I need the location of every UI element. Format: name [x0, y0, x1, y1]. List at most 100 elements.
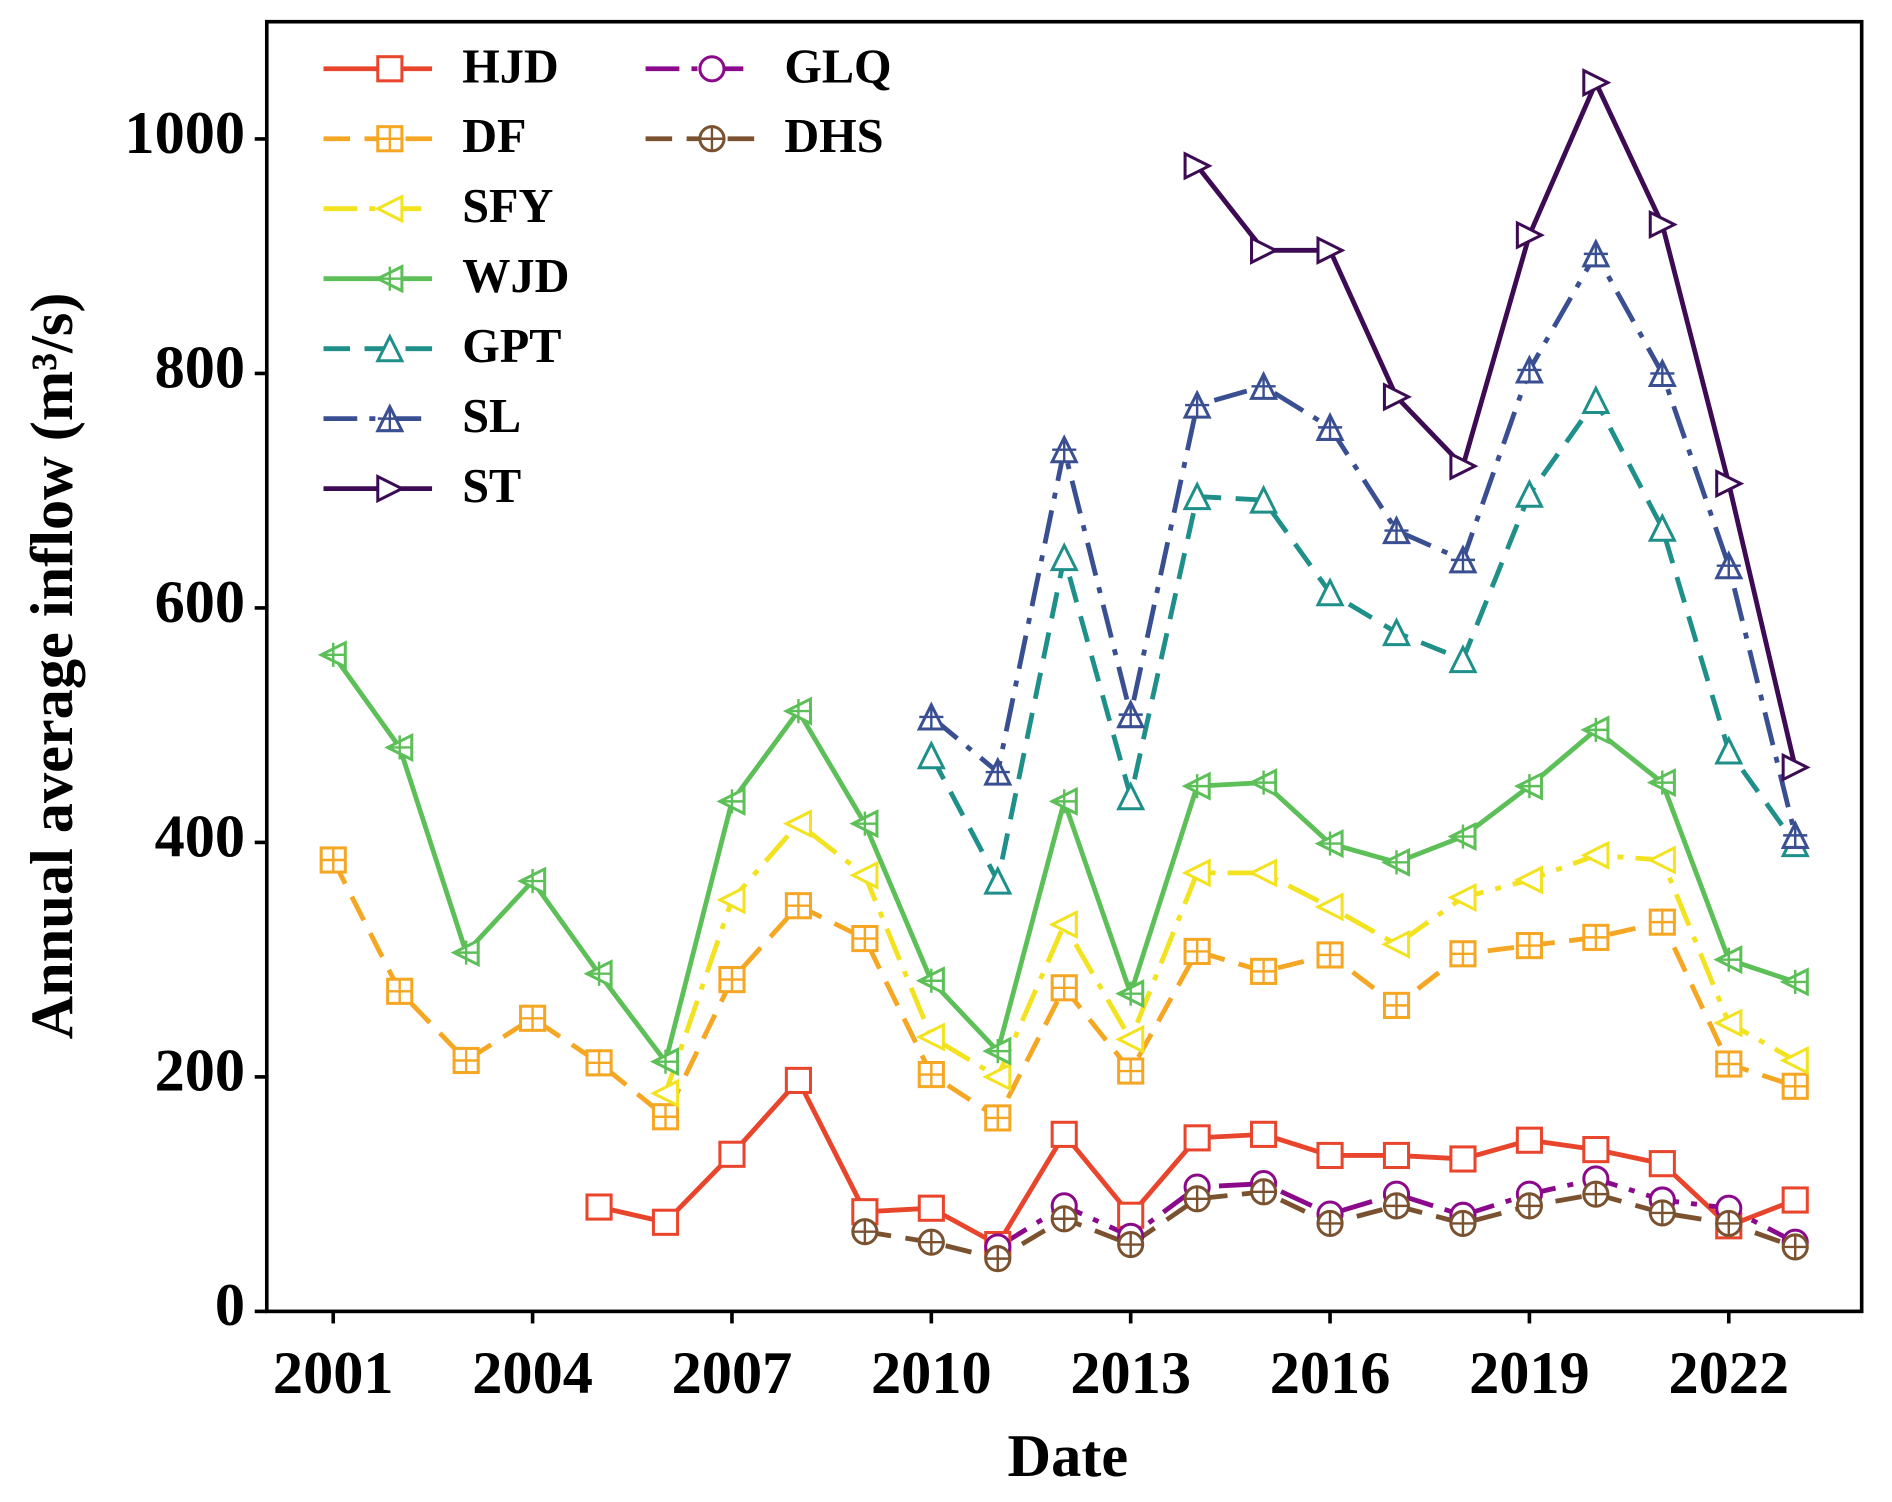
marker: [1713, 1008, 1743, 1038]
marker: [1515, 1126, 1543, 1154]
marker: [1448, 544, 1478, 574]
marker: [1582, 1136, 1610, 1164]
marker-shape: [1250, 235, 1280, 265]
marker-shape: [1315, 577, 1345, 607]
legend-label: GPT: [462, 320, 561, 373]
marker: [1780, 819, 1810, 849]
marker: [1183, 937, 1211, 966]
marker: [1117, 1201, 1145, 1229]
marker: [1715, 469, 1745, 499]
marker: [984, 1104, 1012, 1132]
marker-shape: [585, 1193, 613, 1221]
marker: [1250, 235, 1280, 265]
marker: [1314, 829, 1344, 859]
legend-label: DF: [462, 110, 526, 163]
marker: [917, 1228, 945, 1256]
y-tick-label: 800: [155, 334, 245, 401]
marker: [1515, 1192, 1543, 1220]
marker: [384, 732, 414, 762]
marker: [1582, 68, 1612, 98]
marker: [984, 1245, 1012, 1273]
legend-item: GLQ: [645, 40, 892, 93]
marker: [784, 1066, 812, 1094]
marker-shape: [1181, 858, 1211, 888]
marker-shape: [1316, 1141, 1344, 1170]
marker: [916, 740, 946, 770]
marker: [1447, 883, 1477, 913]
marker-shape: [1515, 220, 1545, 250]
x-tick-label: 2001: [273, 1340, 394, 1407]
x-tick-label: 2022: [1668, 1340, 1789, 1407]
marker: [376, 474, 406, 504]
marker: [784, 892, 812, 920]
legend-label: WJD: [462, 250, 569, 303]
marker: [1382, 1192, 1411, 1220]
legend-item: WJD: [323, 250, 569, 303]
marker: [1382, 382, 1412, 412]
plot-frame: [264, 19, 1864, 1314]
legend-item: ST: [323, 460, 521, 513]
marker-shape: [376, 55, 404, 83]
marker: [716, 885, 746, 915]
marker-shape: [1580, 840, 1610, 870]
marker-shape: [1582, 1136, 1610, 1164]
marker: [1515, 932, 1543, 960]
marker-shape: [1182, 481, 1212, 511]
marker-shape: [1515, 1126, 1543, 1154]
marker-shape: [982, 1062, 1012, 1092]
marker: [915, 966, 945, 996]
marker-shape: [1116, 781, 1146, 811]
marker: [1781, 752, 1811, 782]
marker: [1117, 1230, 1145, 1259]
marker-shape: [1249, 484, 1279, 514]
marker-shape: [1581, 384, 1611, 414]
marker: [651, 1103, 680, 1131]
marker: [1116, 781, 1146, 811]
legend-label: SFY: [462, 180, 553, 233]
marker-shape: [1183, 151, 1213, 181]
y-axis-title: Annual average inflow (m³/s): [19, 293, 86, 1040]
marker-shape: [1715, 469, 1745, 499]
marker: [1181, 858, 1211, 888]
marker: [1048, 786, 1078, 816]
marker-shape: [1646, 845, 1676, 875]
marker-shape: [1713, 1008, 1743, 1038]
marker: [1646, 845, 1676, 875]
marker-shape: [1117, 1201, 1145, 1229]
marker: [1248, 858, 1278, 888]
marker-shape: [1382, 1141, 1411, 1170]
legend-label: GLQ: [784, 40, 891, 93]
marker: [374, 264, 404, 294]
marker: [1381, 929, 1411, 959]
marker: [1248, 768, 1278, 798]
marker: [450, 938, 480, 968]
series-line: [929, 397, 1798, 884]
marker-shape: [1779, 1045, 1809, 1075]
marker: [916, 701, 946, 731]
marker-shape: [1049, 542, 1079, 572]
marker: [519, 1004, 547, 1032]
marker: [851, 924, 879, 953]
marker-shape: [915, 1022, 945, 1052]
marker: [1315, 411, 1345, 441]
marker-shape: [1381, 617, 1412, 647]
legend-label: HJD: [462, 40, 558, 93]
series-line: [663, 821, 1797, 1095]
marker: [1514, 478, 1544, 508]
marker: [982, 1036, 1012, 1066]
marker-shape: [718, 1140, 746, 1168]
marker: [1713, 945, 1743, 975]
legend-label: ST: [462, 460, 521, 513]
marker: [1316, 941, 1344, 969]
marker: [1582, 923, 1610, 951]
marker: [319, 846, 347, 874]
marker: [1181, 771, 1211, 801]
marker-shape: [1381, 929, 1411, 959]
x-tick-label: 2007: [672, 1340, 793, 1407]
marker: [1182, 481, 1212, 511]
marker: [983, 865, 1013, 895]
marker-shape: [1115, 1024, 1145, 1054]
marker-shape: [376, 474, 406, 504]
y-tick-label: 400: [155, 803, 245, 870]
marker: [1050, 1120, 1078, 1148]
